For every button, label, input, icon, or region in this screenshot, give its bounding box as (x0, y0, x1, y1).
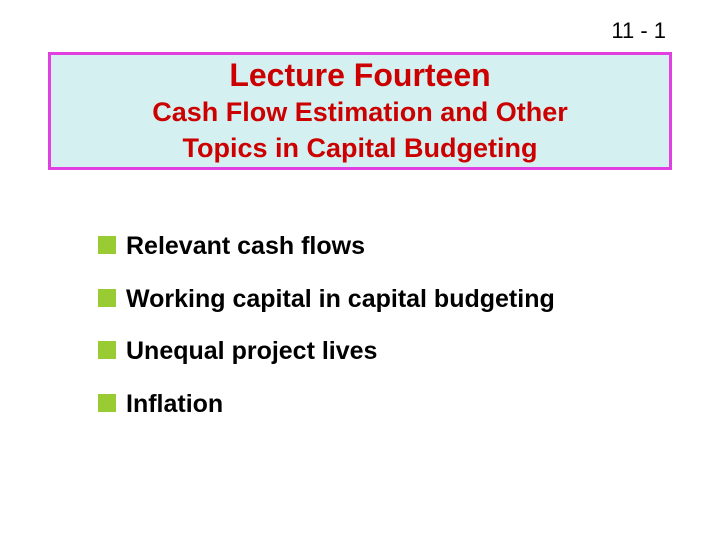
page-number: 11 - 1 (611, 18, 666, 44)
title-subtitle-line2: Topics in Capital Budgeting (183, 132, 538, 166)
list-item: Unequal project lives (98, 335, 648, 368)
title-main: Lecture Fourteen (229, 56, 490, 94)
bullet-list: Relevant cash flows Working capital in c… (98, 230, 648, 440)
list-item: Relevant cash flows (98, 230, 648, 263)
title-box: Lecture Fourteen Cash Flow Estimation an… (48, 52, 672, 170)
bullet-text: Relevant cash flows (126, 230, 365, 263)
bullet-marker-icon (98, 341, 116, 359)
list-item: Inflation (98, 388, 648, 421)
list-item: Working capital in capital budgeting (98, 283, 648, 316)
bullet-marker-icon (98, 289, 116, 307)
bullet-text: Working capital in capital budgeting (126, 283, 555, 316)
bullet-text: Inflation (126, 388, 223, 421)
title-subtitle-line1: Cash Flow Estimation and Other (152, 96, 568, 130)
bullet-text: Unequal project lives (126, 335, 377, 368)
bullet-marker-icon (98, 394, 116, 412)
bullet-marker-icon (98, 236, 116, 254)
